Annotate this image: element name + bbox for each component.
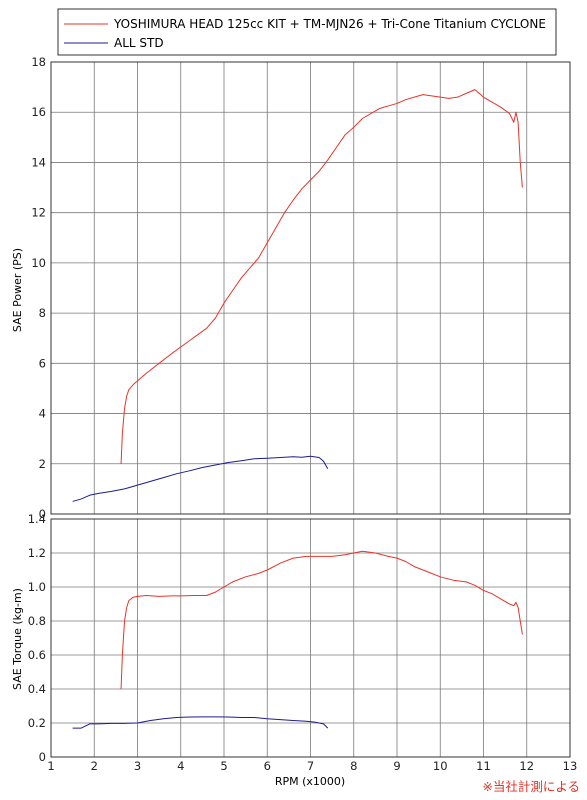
legend-frame: [57, 8, 557, 56]
x-tick-label: 1: [47, 759, 54, 773]
legend: YOSHIMURA HEAD 125cc KIT + TM-MJN26 + Tr…: [57, 8, 557, 56]
torque-axis-title: SAE Torque (kg-m): [11, 588, 24, 690]
y-tick-label: 6: [39, 356, 46, 370]
plot-frame: [50, 518, 571, 758]
y-tick-label: 0.4: [28, 682, 46, 696]
series-line-kit: [120, 550, 523, 690]
x-tick-label: 6: [264, 759, 271, 773]
power-panel: 0 2 4 6 8 10 12 14 16 18: [31, 55, 571, 521]
y-tick-label: 0: [39, 750, 46, 764]
y-tick-label: 10: [31, 256, 46, 270]
y-tick-label: 12: [31, 206, 46, 220]
y-tick-label: 14: [31, 155, 46, 169]
y-tick-label: 0: [39, 507, 46, 521]
y-tick-label: 0.2: [28, 716, 46, 730]
series-line-kit: [120, 89, 523, 464]
x-tick-label: 7: [307, 759, 314, 773]
legend-label-blue: ALL STD: [114, 36, 164, 50]
plot-frame: [50, 61, 571, 515]
x-tick-label: 12: [519, 759, 534, 773]
series-line-std: [72, 455, 329, 502]
legend-label-red: YOSHIMURA HEAD 125cc KIT + TM-MJN26 + Tr…: [113, 17, 546, 31]
x-tick-label: 10: [433, 759, 448, 773]
x-tick-label: 5: [220, 759, 227, 773]
x-tick-label: 13: [563, 759, 578, 773]
x-tick-label: 4: [177, 759, 184, 773]
series-line-std: [72, 716, 329, 729]
y-tick-label: 1.2: [28, 546, 46, 560]
y-tick-label: 4: [39, 407, 46, 421]
x-tick-label: 2: [91, 759, 98, 773]
power-axis-title: SAE Power (PS): [11, 248, 24, 332]
x-tick-label: 8: [350, 759, 357, 773]
y-tick-label: 18: [31, 55, 46, 69]
measurement-note: ※当社計測による: [482, 779, 580, 794]
y-tick-label: 8: [39, 306, 46, 320]
x-tick-label: 9: [393, 759, 400, 773]
y-tick-label: 0.6: [28, 648, 46, 662]
y-tick-label: 0.8: [28, 614, 46, 628]
x-axis-title: RPM (x1000): [275, 775, 345, 788]
y-tick-label: 1.4: [28, 512, 46, 526]
x-tick-label: 11: [476, 759, 491, 773]
y-tick-label: 16: [31, 105, 46, 119]
x-tick-label: 3: [134, 759, 141, 773]
y-tick-label: 1.0: [28, 580, 46, 594]
torque-panel: 00.20.40.60.81.01.21.41 2 3 4 5 6 7 8 9 10 11 12 13: [28, 512, 578, 773]
y-tick-label: 2: [39, 457, 46, 471]
